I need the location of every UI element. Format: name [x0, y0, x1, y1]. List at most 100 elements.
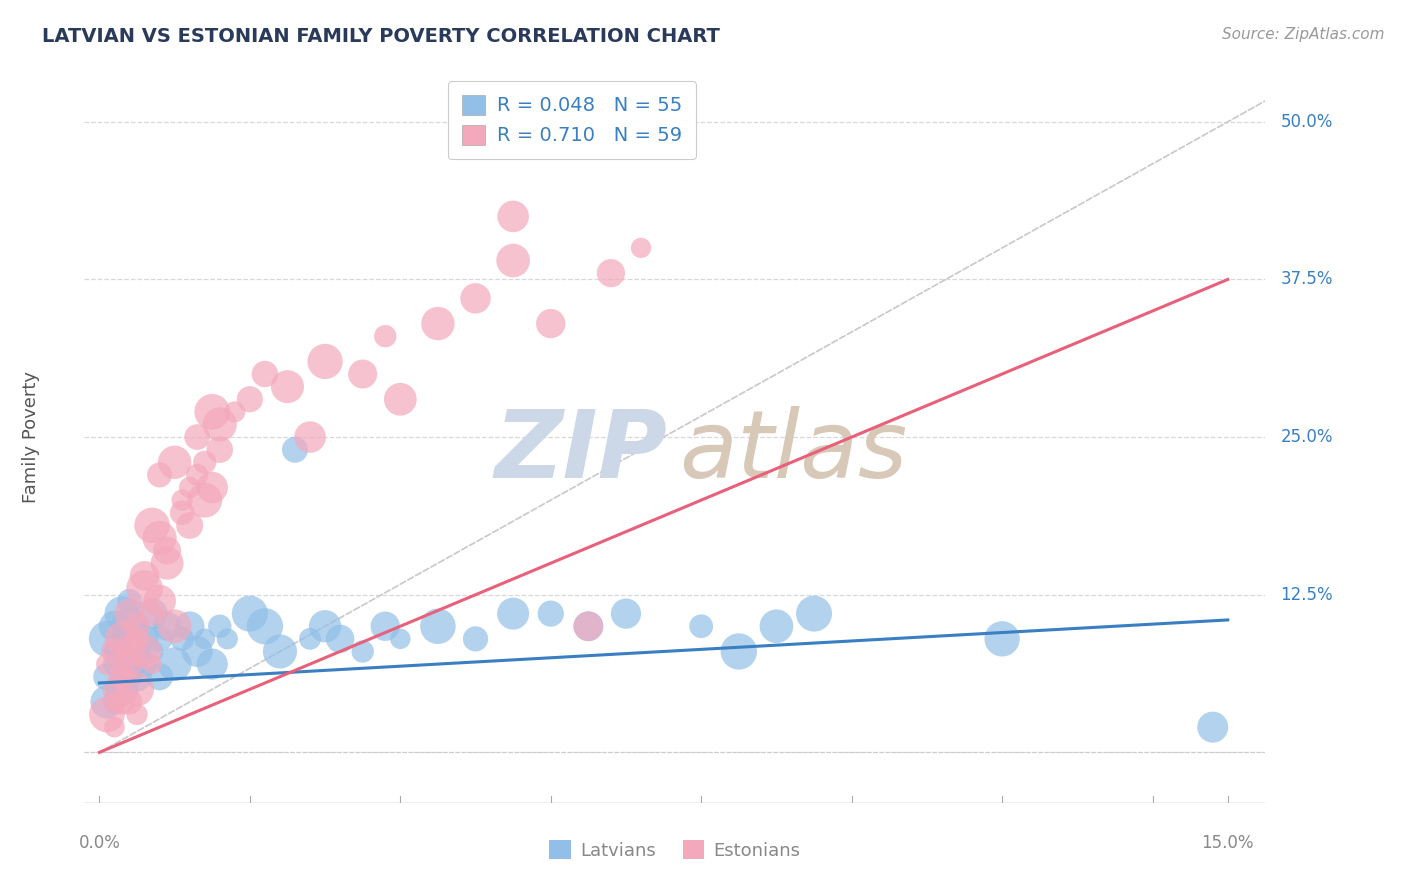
Point [201, 657, 224, 671]
Point [765, 619, 787, 633]
Text: 12.5%: 12.5% [1281, 586, 1333, 604]
Point [118, 695, 141, 709]
Point [464, 291, 486, 305]
Point [464, 632, 486, 646]
Point [194, 493, 217, 508]
Point [118, 644, 141, 658]
Point [96, 670, 118, 684]
Point [103, 695, 125, 709]
Point [149, 531, 172, 545]
Point [374, 329, 396, 343]
Point [103, 695, 125, 709]
Point [125, 644, 148, 658]
Point [299, 430, 322, 444]
Point [502, 607, 524, 621]
Point [96, 707, 118, 722]
Point [630, 241, 652, 255]
Point [125, 682, 148, 697]
Point [208, 442, 231, 457]
Point [576, 619, 599, 633]
Text: atlas: atlas [679, 406, 907, 497]
Point [134, 657, 156, 671]
Point [141, 657, 163, 671]
Point [201, 481, 224, 495]
Point [111, 632, 134, 646]
Text: 25.0%: 25.0% [1281, 428, 1333, 446]
Point [134, 582, 156, 596]
Point [118, 619, 141, 633]
Point [163, 455, 186, 469]
Point [156, 543, 179, 558]
Point [727, 644, 749, 658]
Point [149, 594, 172, 608]
Point [576, 619, 599, 633]
Text: ZIP: ZIP [494, 406, 666, 498]
Point [103, 644, 125, 658]
Text: 50.0%: 50.0% [1281, 112, 1333, 131]
Point [125, 619, 148, 633]
Point [125, 619, 148, 633]
Point [217, 632, 239, 646]
Point [239, 392, 262, 407]
Point [224, 405, 246, 419]
Point [103, 720, 125, 734]
Point [125, 670, 148, 684]
Point [186, 467, 208, 482]
Point [156, 556, 179, 570]
Point [111, 607, 134, 621]
Point [134, 569, 156, 583]
Point [179, 619, 201, 633]
Text: 15.0%: 15.0% [1202, 834, 1254, 853]
Point [540, 607, 562, 621]
Point [118, 670, 141, 684]
Point [163, 619, 186, 633]
Point [172, 493, 194, 508]
Point [253, 619, 276, 633]
Point [111, 632, 134, 646]
Point [141, 607, 163, 621]
Point [96, 695, 118, 709]
Point [352, 367, 374, 381]
Point [329, 632, 352, 646]
Point [125, 632, 148, 646]
Point [426, 317, 449, 331]
Point [134, 644, 156, 658]
Point [540, 317, 562, 331]
Point [163, 657, 186, 671]
Point [141, 607, 163, 621]
Point [149, 467, 172, 482]
Text: Family Poverty: Family Poverty [22, 371, 41, 503]
Point [352, 644, 374, 658]
Point [389, 632, 412, 646]
Point [118, 594, 141, 608]
Point [502, 210, 524, 224]
Text: 37.5%: 37.5% [1281, 270, 1333, 288]
Point [239, 607, 262, 621]
Text: 0.0%: 0.0% [79, 834, 121, 853]
Point [111, 644, 134, 658]
Text: Source: ZipAtlas.com: Source: ZipAtlas.com [1222, 27, 1385, 42]
Point [991, 632, 1014, 646]
Point [269, 644, 291, 658]
Point [103, 682, 125, 697]
Point [125, 707, 148, 722]
Point [96, 632, 118, 646]
Point [141, 644, 163, 658]
Point [186, 644, 208, 658]
Point [194, 632, 217, 646]
Point [502, 253, 524, 268]
Point [374, 619, 396, 633]
Point [134, 632, 156, 646]
Point [426, 619, 449, 633]
Point [103, 657, 125, 671]
Point [172, 506, 194, 520]
Legend: Latvians, Estonians: Latvians, Estonians [543, 833, 807, 867]
Point [314, 619, 336, 633]
Point [276, 379, 298, 393]
Point [208, 619, 231, 633]
Point [186, 430, 208, 444]
Point [194, 455, 217, 469]
Point [690, 619, 713, 633]
Point [201, 405, 224, 419]
Point [803, 607, 825, 621]
